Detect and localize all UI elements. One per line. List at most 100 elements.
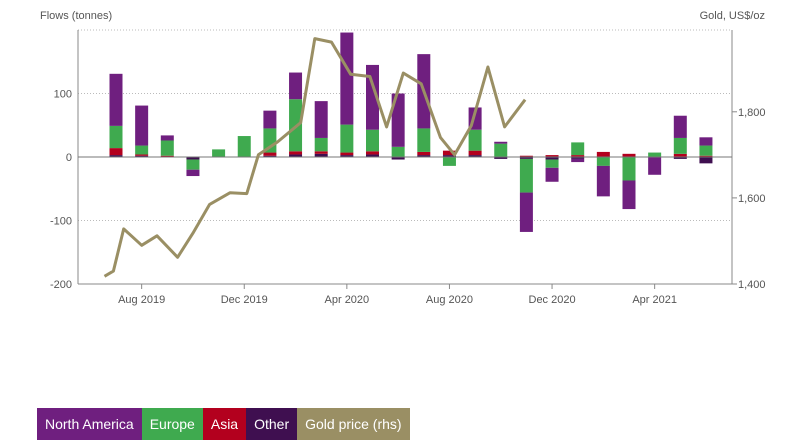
bar-north-america (263, 110, 277, 129)
bar-asia (289, 151, 303, 155)
bar-europe (212, 149, 226, 157)
bar-asia (314, 151, 328, 154)
gridlines (78, 29, 732, 221)
bar-europe (468, 129, 482, 151)
bar-europe (622, 157, 636, 181)
bar-asia (596, 151, 610, 157)
bar-asia (135, 154, 149, 156)
bar-north-america (135, 105, 149, 146)
legend-europe[interactable]: Europe (141, 408, 203, 440)
bar-asia (442, 150, 456, 156)
bar-north-america (622, 180, 636, 210)
legend-other[interactable]: Other (246, 408, 298, 440)
bar-europe (391, 146, 405, 157)
left-tick-label: 0 (66, 152, 72, 164)
bar-other (571, 157, 585, 159)
bar-europe (519, 158, 533, 193)
legend-gold-price[interactable]: Gold price (rhs) (297, 408, 410, 440)
bar-north-america (519, 192, 533, 232)
flows-chart: 100 0 -100 -200 1,800 1,600 1,400 Aug 2019 Dec 2… (40, 10, 766, 307)
bar-other (673, 157, 687, 159)
bar-europe (545, 159, 559, 168)
bar-asia (160, 155, 174, 157)
bar-north-america (648, 157, 662, 175)
bar-north-america (571, 158, 585, 163)
bar-europe (571, 142, 585, 156)
bar-asia (519, 155, 533, 157)
x-tick-label: Aug 2019 (118, 294, 165, 306)
bar-north-america (494, 141, 508, 144)
left-tick-label: -100 (50, 216, 72, 228)
bar-other (314, 153, 328, 157)
right-tick-label: 1,600 (738, 193, 766, 205)
bar-north-america (673, 115, 687, 138)
bar-europe (135, 145, 149, 155)
bar-asia (263, 152, 277, 156)
bar-north-america (366, 64, 379, 130)
bar-other (468, 155, 482, 157)
bar-north-america (109, 73, 123, 126)
bar-europe (186, 159, 200, 170)
bar-north-america (545, 167, 559, 182)
bar-asia (417, 151, 431, 156)
bar-asia (673, 153, 687, 157)
bar-other (135, 155, 149, 157)
bar-europe (596, 157, 610, 166)
bar-europe (699, 145, 713, 156)
legend-asia[interactable]: Asia (202, 408, 247, 440)
axis-labels: 100 0 -100 -200 1,800 1,600 1,400 Aug 2019 Dec 2… (50, 89, 766, 307)
bars (109, 32, 713, 232)
bar-asia (699, 155, 713, 157)
bar-other (494, 157, 508, 159)
x-tick-label: Apr 2021 (632, 294, 677, 306)
bar-asia (366, 151, 379, 155)
bar-other (340, 155, 354, 157)
right-tick-label: 1,400 (738, 279, 766, 291)
x-tick-label: Apr 2020 (325, 294, 370, 306)
left-tick-label: 100 (54, 89, 72, 101)
bar-europe (314, 137, 328, 152)
bar-europe (340, 124, 354, 153)
bar-europe (109, 125, 123, 149)
bar-europe (673, 137, 687, 154)
bar-other (391, 157, 405, 160)
bar-asia (545, 155, 559, 157)
bar-europe (648, 152, 662, 157)
legend-north-america[interactable]: North America (37, 408, 142, 440)
bar-asia (571, 155, 585, 157)
bar-north-america (391, 93, 405, 147)
bar-europe (160, 140, 174, 156)
bar-north-america (160, 135, 174, 141)
bar-other (442, 155, 456, 157)
bar-other (186, 157, 200, 160)
axes (77, 30, 737, 289)
bar-asia (622, 153, 636, 157)
bar-other (263, 155, 277, 157)
right-axis-title: Gold, US$/oz (700, 10, 765, 22)
bar-other (699, 157, 713, 164)
bar-asia (468, 150, 482, 156)
bar-europe (417, 128, 431, 152)
x-tick-label: Aug 2020 (426, 294, 473, 306)
left-axis-title: Flows (tonnes) (40, 10, 112, 22)
bar-other (289, 154, 303, 157)
bar-other (366, 154, 379, 157)
bar-other (417, 155, 431, 157)
left-tick-label: -200 (50, 279, 72, 291)
bar-asia (340, 152, 354, 156)
legend: North America Europe Asia Other Gold pri… (37, 408, 410, 440)
bar-other (109, 155, 123, 157)
bar-other (519, 157, 533, 159)
bar-other (545, 157, 559, 160)
bar-north-america (314, 101, 328, 138)
bar-europe (494, 143, 508, 157)
bar-north-america (699, 137, 713, 146)
bar-europe (237, 136, 251, 157)
bar-north-america (340, 32, 354, 125)
bar-north-america (596, 165, 610, 197)
x-tick-label: Dec 2019 (221, 294, 268, 306)
bar-north-america (289, 72, 303, 100)
bar-europe (442, 157, 456, 166)
bar-europe (366, 129, 379, 152)
right-tick-label: 1,800 (738, 107, 766, 119)
